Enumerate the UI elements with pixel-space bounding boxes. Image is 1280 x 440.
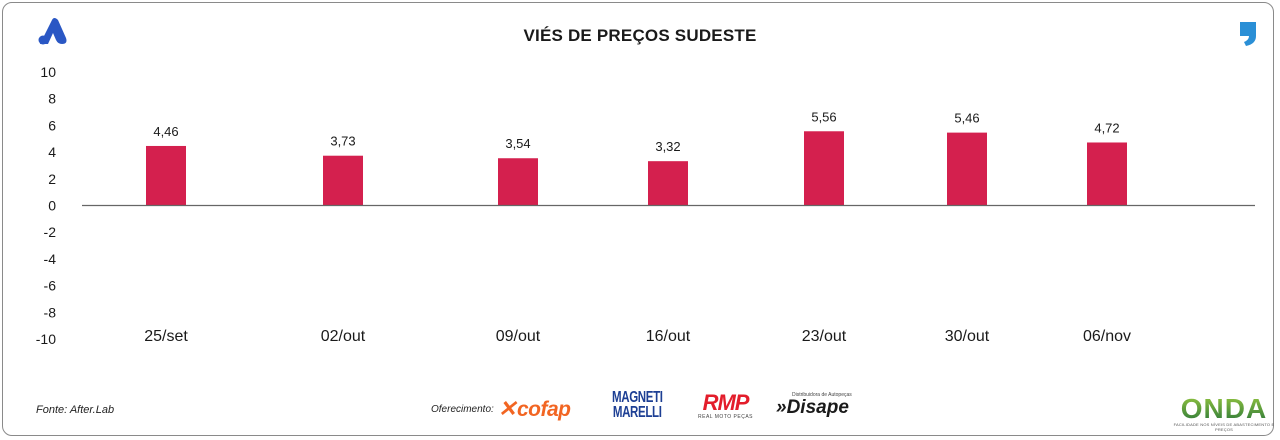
category-label: 25/set [144,328,188,345]
chart-title: VIÉS DE PREÇOS SUDESTE [523,26,757,45]
bar [804,131,844,206]
data-label: 3,73 [330,134,355,149]
y-tick-label: 0 [48,198,56,214]
y-tick-label: 6 [48,117,56,133]
bar [498,158,538,206]
onda-logo-sub: FACILIDADE NOS NÍVEIS DE ABASTECIMENTO E… [1173,422,1275,432]
after-lab-logo-icon [38,18,67,45]
data-label: 4,46 [153,124,178,139]
cofap-logo: ✕cofap [498,396,571,421]
category-label: 23/out [802,328,847,345]
y-tick-label: -6 [44,278,57,294]
category-label: 02/out [321,328,366,345]
data-label: 3,32 [655,139,680,154]
y-tick-label: 2 [48,171,56,187]
rmp-logo: RMP REAL MOTO PEÇAS [698,390,754,421]
y-tick-label: 8 [48,91,56,107]
onda-logo: ONDA FACILIDADE NOS NÍVEIS DE ABASTECIME… [1168,395,1280,433]
category-label: 16/out [646,328,691,345]
bar [947,132,987,206]
bar [323,155,363,206]
y-tick-label: -8 [44,304,57,320]
magneti-line1: MAGNETI [612,389,663,406]
y-tick-label: -10 [36,331,56,347]
data-label: 4,72 [1094,120,1119,135]
data-label: 5,46 [954,111,979,126]
rmp-logo-sub: REAL MOTO PEÇAS [698,414,754,420]
disape-logo: Distribuidora de Autopeças »Disape [776,392,852,418]
sponsor-label: Oferecimento: [431,404,494,415]
y-tick-label: 4 [48,144,56,160]
data-label: 5,56 [811,109,836,124]
bar [1087,142,1127,206]
y-tick-label: 10 [40,64,56,80]
cofap-logo-text: cofap [516,398,571,421]
bar [648,161,688,206]
y-tick-label: -4 [44,251,57,267]
magneti-line2: MARELLI [612,404,662,421]
source-note: Fonte: After.Lab [36,404,115,416]
quote-mark-icon [1240,22,1256,46]
onda-logo-text: ONDA [1168,395,1280,423]
category-label: 09/out [496,328,541,345]
data-label: 3,54 [505,136,530,151]
magneti-marelli-logo: MAGNETI MARELLI [612,389,663,421]
disape-logo-top: Distribuidora de Autopeças [792,392,852,398]
bar [146,145,186,206]
y-tick-label: -2 [44,224,57,240]
rmp-logo-text: RMP [702,390,750,415]
category-label: 30/out [945,328,990,345]
disape-logo-text: Disape [786,397,849,418]
category-label: 06/nov [1083,328,1131,345]
